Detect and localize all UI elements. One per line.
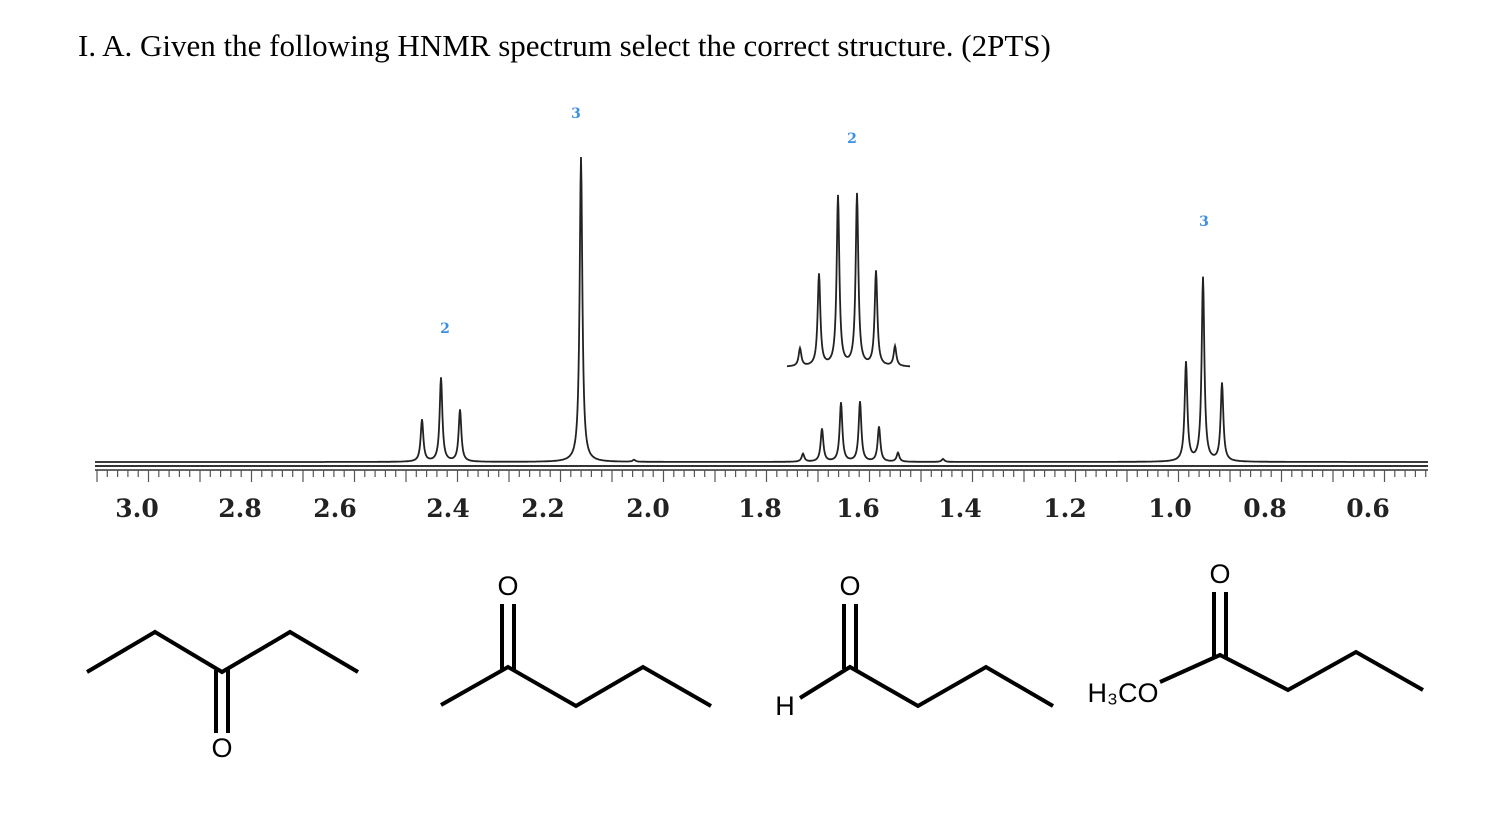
atom-label: H₃CO bbox=[1088, 678, 1159, 708]
structure-2: O bbox=[440, 571, 712, 709]
structure-1: O bbox=[85, 629, 360, 763]
atom-label: O bbox=[839, 571, 860, 601]
atom-label: O bbox=[497, 571, 518, 601]
axis-tick-label: 2.2 bbox=[521, 494, 565, 523]
atom-label: O bbox=[1209, 559, 1230, 589]
atom-label: O bbox=[211, 733, 232, 763]
integration-label: 2 bbox=[440, 321, 450, 337]
spectrum-inset bbox=[787, 192, 910, 368]
axis-tick-label: 1.4 bbox=[938, 494, 982, 523]
axis-tick-label: 1.6 bbox=[836, 494, 880, 523]
axis-tick-label: 0.6 bbox=[1346, 494, 1390, 523]
axis-tick-label: 2.8 bbox=[218, 494, 262, 523]
axis-tick-label: 2.4 bbox=[426, 494, 470, 523]
structure-3: O H bbox=[775, 571, 1055, 721]
atom-label: H bbox=[775, 691, 795, 721]
structure-4: O H₃CO bbox=[1088, 559, 1424, 708]
axis-tick-label: 1.2 bbox=[1043, 494, 1087, 523]
axis-tick-label: 2.0 bbox=[626, 494, 670, 523]
integration-label: 3 bbox=[571, 106, 581, 122]
spectrum-trace bbox=[95, 156, 1428, 463]
integration-label: 3 bbox=[1199, 214, 1209, 230]
axis-tick-label: 0.8 bbox=[1243, 494, 1287, 523]
nmr-spectrum: 3.0 2.8 2.6 2.4 2.2 2.0 1.8 1.6 1.4 1.2 1.0 0.8 0.6 2… bbox=[95, 106, 1428, 523]
axis-tick-label: 1.0 bbox=[1148, 494, 1192, 523]
axis-tick-label: 2.6 bbox=[313, 494, 357, 523]
axis-tick-label: 1.8 bbox=[738, 494, 782, 523]
question-title: I. A. Given the following HNMR spectrum … bbox=[78, 28, 1051, 63]
integration-label: 2 bbox=[847, 131, 857, 147]
axis-tick-label: 3.0 bbox=[115, 494, 159, 523]
